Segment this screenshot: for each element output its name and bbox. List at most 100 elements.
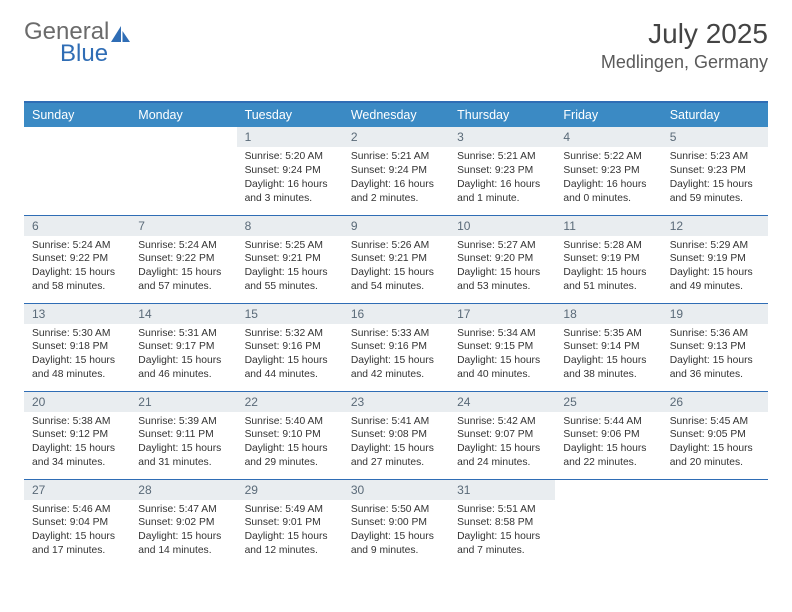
calendar-cell: 1Sunrise: 5:20 AMSunset: 9:24 PMDaylight… [237, 127, 343, 215]
day-details: Sunrise: 5:24 AMSunset: 9:22 PMDaylight:… [130, 236, 236, 299]
daylight-text: Daylight: 15 hours and 38 minutes. [563, 354, 653, 382]
daylight-text: Daylight: 15 hours and 22 minutes. [563, 442, 653, 470]
sunrise-text: Sunrise: 5:39 AM [138, 415, 228, 429]
daylight-text: Daylight: 15 hours and 24 minutes. [457, 442, 547, 470]
daylight-text: Daylight: 16 hours and 3 minutes. [245, 178, 335, 206]
sunrise-text: Sunrise: 5:27 AM [457, 239, 547, 253]
sunset-text: Sunset: 9:22 PM [32, 252, 122, 266]
calendar-cell: 19Sunrise: 5:36 AMSunset: 9:13 PMDayligh… [662, 303, 768, 391]
daylight-text: Daylight: 15 hours and 58 minutes. [32, 266, 122, 294]
sunrise-text: Sunrise: 5:45 AM [670, 415, 760, 429]
calendar-row: 13Sunrise: 5:30 AMSunset: 9:18 PMDayligh… [24, 303, 768, 391]
sunset-text: Sunset: 9:18 PM [32, 340, 122, 354]
calendar-cell: 26Sunrise: 5:45 AMSunset: 9:05 PMDayligh… [662, 391, 768, 479]
sail-icon [110, 25, 132, 43]
sunrise-text: Sunrise: 5:30 AM [32, 327, 122, 341]
day-number: 17 [449, 304, 555, 324]
calendar-cell: 11Sunrise: 5:28 AMSunset: 9:19 PMDayligh… [555, 215, 661, 303]
sunrise-text: Sunrise: 5:21 AM [351, 150, 441, 164]
sunset-text: Sunset: 9:23 PM [670, 164, 760, 178]
day-details: Sunrise: 5:21 AMSunset: 9:24 PMDaylight:… [343, 147, 449, 210]
daylight-text: Daylight: 15 hours and 12 minutes. [245, 530, 335, 558]
day-number: 16 [343, 304, 449, 324]
sunrise-text: Sunrise: 5:29 AM [670, 239, 760, 253]
sunrise-text: Sunrise: 5:49 AM [245, 503, 335, 517]
sunrise-text: Sunrise: 5:26 AM [351, 239, 441, 253]
calendar-cell: .. [662, 479, 768, 567]
sunrise-text: Sunrise: 5:25 AM [245, 239, 335, 253]
day-number: 12 [662, 216, 768, 236]
day-number: 7 [130, 216, 236, 236]
calendar-cell: 31Sunrise: 5:51 AMSunset: 8:58 PMDayligh… [449, 479, 555, 567]
day-details: Sunrise: 5:44 AMSunset: 9:06 PMDaylight:… [555, 412, 661, 475]
sunset-text: Sunset: 9:00 PM [351, 516, 441, 530]
sunset-text: Sunset: 9:21 PM [245, 252, 335, 266]
calendar-cell: 25Sunrise: 5:44 AMSunset: 9:06 PMDayligh… [555, 391, 661, 479]
sunrise-text: Sunrise: 5:46 AM [32, 503, 122, 517]
daylight-text: Daylight: 15 hours and 14 minutes. [138, 530, 228, 558]
daylight-text: Daylight: 15 hours and 17 minutes. [32, 530, 122, 558]
sunrise-text: Sunrise: 5:23 AM [670, 150, 760, 164]
daylight-text: Daylight: 15 hours and 44 minutes. [245, 354, 335, 382]
day-number: 15 [237, 304, 343, 324]
day-number: 9 [343, 216, 449, 236]
calendar-cell: 9Sunrise: 5:26 AMSunset: 9:21 PMDaylight… [343, 215, 449, 303]
sunrise-text: Sunrise: 5:28 AM [563, 239, 653, 253]
day-details: Sunrise: 5:25 AMSunset: 9:21 PMDaylight:… [237, 236, 343, 299]
calendar-cell: .. [555, 479, 661, 567]
day-details: Sunrise: 5:32 AMSunset: 9:16 PMDaylight:… [237, 324, 343, 387]
day-details: Sunrise: 5:39 AMSunset: 9:11 PMDaylight:… [130, 412, 236, 475]
day-header: Friday [555, 102, 661, 127]
day-number: 28 [130, 480, 236, 500]
day-details: Sunrise: 5:33 AMSunset: 9:16 PMDaylight:… [343, 324, 449, 387]
sunrise-text: Sunrise: 5:36 AM [670, 327, 760, 341]
sunrise-text: Sunrise: 5:50 AM [351, 503, 441, 517]
daylight-text: Daylight: 15 hours and 7 minutes. [457, 530, 547, 558]
location: Medlingen, Germany [601, 52, 768, 73]
sunrise-text: Sunrise: 5:22 AM [563, 150, 653, 164]
calendar-cell: 10Sunrise: 5:27 AMSunset: 9:20 PMDayligh… [449, 215, 555, 303]
calendar-cell: 14Sunrise: 5:31 AMSunset: 9:17 PMDayligh… [130, 303, 236, 391]
day-number: 30 [343, 480, 449, 500]
sunset-text: Sunset: 9:10 PM [245, 428, 335, 442]
calendar-cell: 30Sunrise: 5:50 AMSunset: 9:00 PMDayligh… [343, 479, 449, 567]
day-number: 18 [555, 304, 661, 324]
calendar-cell: 20Sunrise: 5:38 AMSunset: 9:12 PMDayligh… [24, 391, 130, 479]
day-number: 6 [24, 216, 130, 236]
day-number: 24 [449, 392, 555, 412]
sunset-text: Sunset: 9:19 PM [670, 252, 760, 266]
sunset-text: Sunset: 9:24 PM [351, 164, 441, 178]
day-number: 3 [449, 127, 555, 147]
sunset-text: Sunset: 9:19 PM [563, 252, 653, 266]
calendar-table: Sunday Monday Tuesday Wednesday Thursday… [24, 101, 768, 567]
calendar-cell: 3Sunrise: 5:21 AMSunset: 9:23 PMDaylight… [449, 127, 555, 215]
day-details: Sunrise: 5:26 AMSunset: 9:21 PMDaylight:… [343, 236, 449, 299]
day-details: Sunrise: 5:29 AMSunset: 9:19 PMDaylight:… [662, 236, 768, 299]
calendar-cell: 2Sunrise: 5:21 AMSunset: 9:24 PMDaylight… [343, 127, 449, 215]
day-number: 25 [555, 392, 661, 412]
daylight-text: Daylight: 15 hours and 27 minutes. [351, 442, 441, 470]
day-details: Sunrise: 5:50 AMSunset: 9:00 PMDaylight:… [343, 500, 449, 563]
calendar-row: ....1Sunrise: 5:20 AMSunset: 9:24 PMDayl… [24, 127, 768, 215]
day-details: Sunrise: 5:21 AMSunset: 9:23 PMDaylight:… [449, 147, 555, 210]
daylight-text: Daylight: 15 hours and 49 minutes. [670, 266, 760, 294]
calendar-cell: 5Sunrise: 5:23 AMSunset: 9:23 PMDaylight… [662, 127, 768, 215]
day-number: 19 [662, 304, 768, 324]
day-details: Sunrise: 5:51 AMSunset: 8:58 PMDaylight:… [449, 500, 555, 563]
day-number: 22 [237, 392, 343, 412]
sunset-text: Sunset: 9:01 PM [245, 516, 335, 530]
sunset-text: Sunset: 9:14 PM [563, 340, 653, 354]
sunrise-text: Sunrise: 5:41 AM [351, 415, 441, 429]
day-header: Saturday [662, 102, 768, 127]
calendar-cell: .. [24, 127, 130, 215]
day-details: Sunrise: 5:49 AMSunset: 9:01 PMDaylight:… [237, 500, 343, 563]
sunrise-text: Sunrise: 5:40 AM [245, 415, 335, 429]
day-number: 20 [24, 392, 130, 412]
daylight-text: Daylight: 16 hours and 0 minutes. [563, 178, 653, 206]
sunset-text: Sunset: 9:24 PM [245, 164, 335, 178]
calendar-cell: 7Sunrise: 5:24 AMSunset: 9:22 PMDaylight… [130, 215, 236, 303]
sunset-text: Sunset: 9:22 PM [138, 252, 228, 266]
day-number: 1 [237, 127, 343, 147]
sunrise-text: Sunrise: 5:34 AM [457, 327, 547, 341]
daylight-text: Daylight: 15 hours and 9 minutes. [351, 530, 441, 558]
